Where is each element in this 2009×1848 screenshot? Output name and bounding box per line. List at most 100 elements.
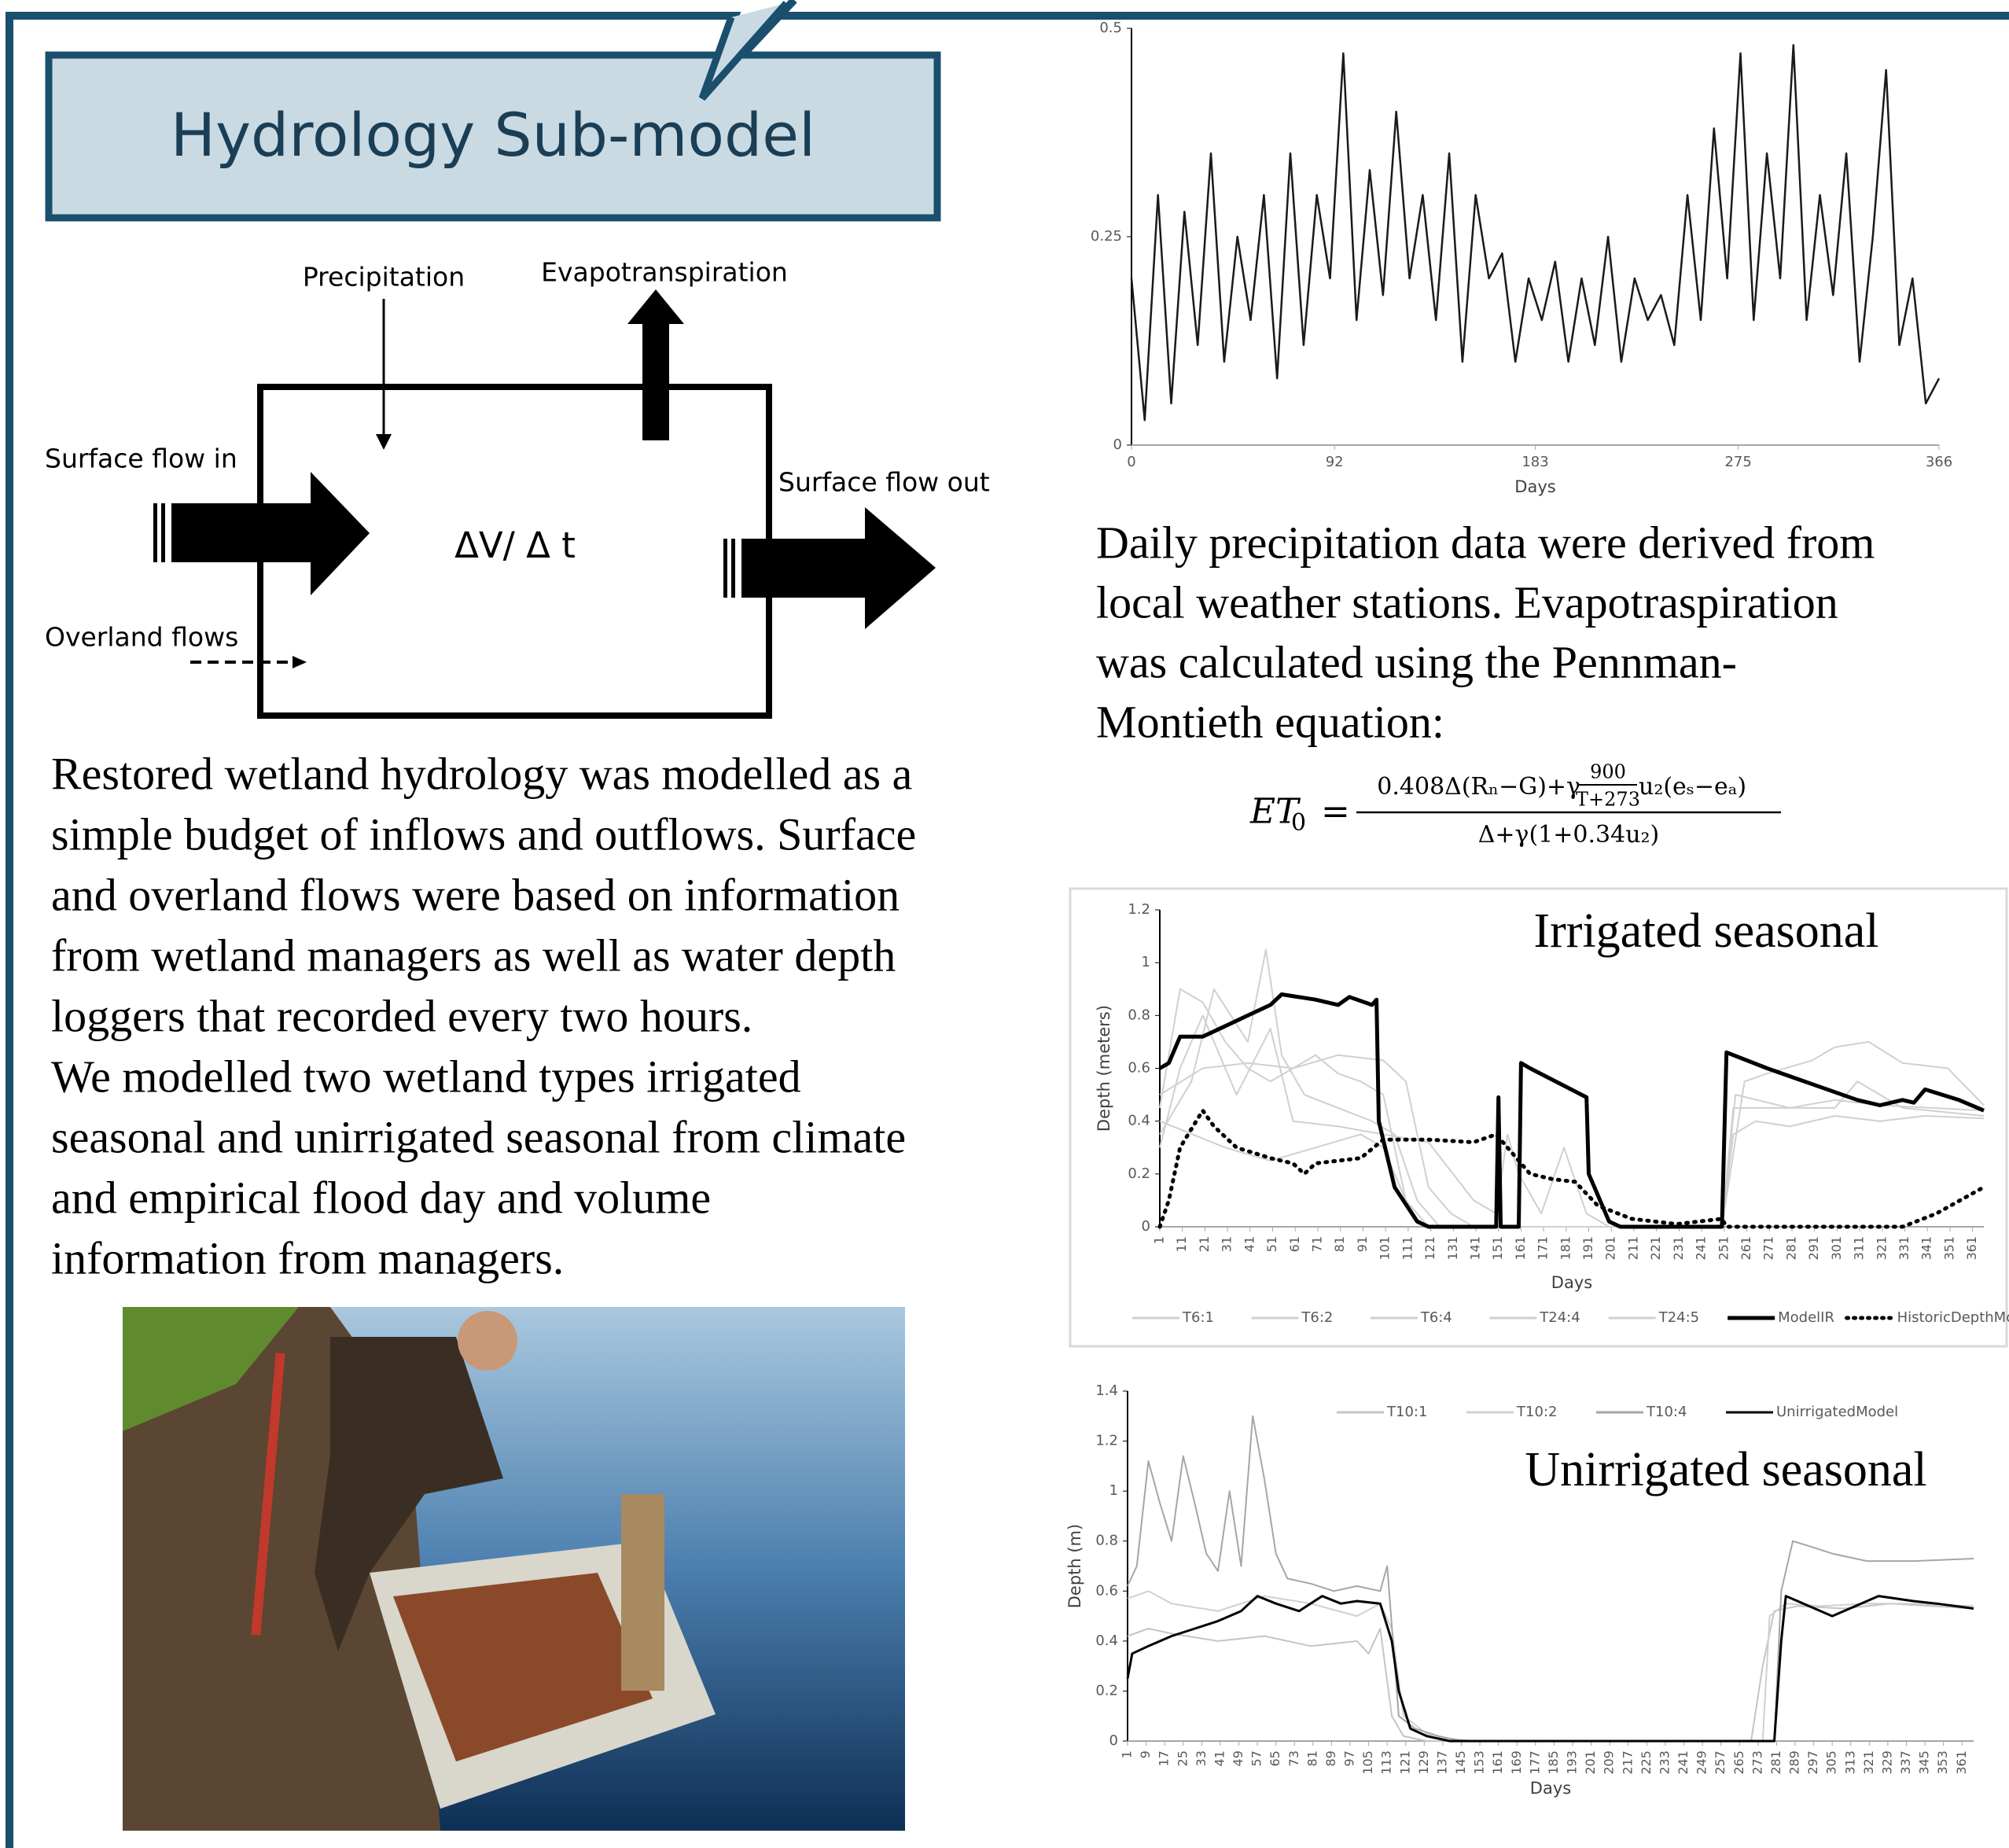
x-tick-label: 341 [1919, 1236, 1934, 1261]
y-tick-label: 1 [1142, 954, 1150, 970]
legend-label: T10:1 [1386, 1404, 1427, 1420]
x-tick-label: 91 [1355, 1236, 1370, 1252]
x-tick-label: 71 [1309, 1236, 1324, 1252]
et-arrow [642, 322, 669, 440]
x-tick-label: 366 [1926, 454, 1952, 470]
x-tick-label: 289 [1787, 1750, 1802, 1775]
paragraph-line: from wetland managers as well as water d… [51, 930, 896, 981]
x-tick-label: 81 [1304, 1750, 1319, 1766]
x-tick-label: 351 [1941, 1236, 1956, 1261]
x-tick-label: 231 [1671, 1236, 1686, 1261]
x-tick-label: 73 [1286, 1750, 1301, 1766]
legend-label: T6:2 [1301, 1309, 1333, 1326]
x-tick-label: 249 [1694, 1750, 1709, 1775]
x-tick-label: 49 [1231, 1750, 1246, 1766]
label: ΔV/ Δ t [454, 525, 576, 566]
x-tick-label: 281 [1768, 1750, 1783, 1775]
eq-part: 900 [1590, 761, 1626, 783]
x-tick-label: 145 [1453, 1750, 1468, 1775]
x-tick-label: 151 [1490, 1236, 1505, 1261]
eq-part: Δ+γ(1+0.34u₂) [1478, 821, 1660, 849]
label: Precipitation [303, 262, 465, 293]
data-line [1128, 1591, 1974, 1741]
legend-label: ModelIR [1778, 1309, 1834, 1326]
paragraph-line: Montieth equation: [1096, 696, 1444, 747]
precip-arrowhead [376, 434, 392, 450]
data-line [1128, 1603, 1974, 1741]
x-tick-label: 251 [1716, 1236, 1731, 1261]
chart-title: Irrigated seasonal [1534, 904, 1879, 958]
label: Surface flow in [45, 444, 237, 474]
x-tick-label: 331 [1897, 1236, 1911, 1261]
y-tick-label: 0.25 [1091, 228, 1122, 245]
eq-part: u₂(eₛ−eₐ) [1639, 773, 1746, 801]
x-tick-label: 241 [1694, 1236, 1709, 1261]
paragraph-line: We modelled two wetland types irrigated [51, 1051, 801, 1102]
x-tick-label: 233 [1657, 1750, 1672, 1775]
legend-label: T6:1 [1182, 1309, 1214, 1326]
label: Evapotranspiration [541, 257, 788, 288]
x-tick-label: 17 [1157, 1750, 1172, 1766]
y-tick-label: 0.4 [1095, 1633, 1118, 1649]
x-tick-label: 305 [1824, 1750, 1839, 1775]
data-line [1128, 1596, 1974, 1741]
x-tick-label: 193 [1565, 1750, 1580, 1775]
x-tick-label: 41 [1212, 1750, 1227, 1766]
inflow-arrow [171, 472, 370, 595]
y-axis-label: Depth (meters) [1095, 1005, 1113, 1132]
budget-diagram: Precipitation Evapotranspiration Surface… [45, 257, 990, 716]
x-tick-label: 353 [1935, 1750, 1950, 1775]
x-tick-label: 31 [1220, 1236, 1234, 1252]
x-tick-label: 275 [1724, 454, 1751, 470]
y-tick-label: 0 [1109, 1732, 1118, 1749]
stripe [731, 539, 735, 598]
x-tick-label: 1 [1152, 1236, 1167, 1244]
paragraph-line: loggers that recorded every two hours. [51, 990, 752, 1041]
x-tick-label: 137 [1434, 1750, 1449, 1775]
x-tick-label: 301 [1829, 1236, 1844, 1261]
data-line [1160, 1042, 1984, 1227]
x-tick-label: 297 [1805, 1750, 1820, 1775]
y-tick-label: 0.8 [1095, 1533, 1118, 1549]
head [458, 1311, 517, 1371]
x-tick-label: 21 [1197, 1236, 1212, 1252]
title: Hydrology Sub-model [171, 100, 815, 170]
x-tick-label: 105 [1360, 1750, 1375, 1775]
x-axis-label: Days [1514, 477, 1555, 496]
x-tick-label: 221 [1648, 1236, 1663, 1261]
x-tick-label: 1 [1120, 1750, 1135, 1758]
x-tick-label: 121 [1397, 1750, 1412, 1775]
data-line [1131, 45, 1939, 420]
x-tick-label: 61 [1287, 1236, 1302, 1252]
paragraph-line: simple budget of inflows and outflows. S… [51, 808, 916, 860]
board [621, 1494, 664, 1691]
x-tick-label: 265 [1731, 1750, 1746, 1775]
x-tick-label: 51 [1264, 1236, 1279, 1252]
x-tick-label: 185 [1546, 1750, 1561, 1775]
y-tick-label: 0.8 [1128, 1007, 1150, 1023]
x-tick-label: 101 [1378, 1236, 1393, 1261]
paragraph-line: local weather stations. Evapotraspiratio… [1096, 576, 1838, 628]
x-tick-label: 177 [1527, 1750, 1542, 1775]
x-tick-label: 57 [1249, 1750, 1264, 1766]
y-tick-label: 0.2 [1128, 1165, 1150, 1182]
paragraph-line: was calculated using the Pennman- [1096, 636, 1737, 687]
x-tick-label: 311 [1852, 1236, 1867, 1261]
x-tick-label: 361 [1954, 1750, 1969, 1775]
legend-label: T10:2 [1516, 1404, 1557, 1420]
x-tick-label: 169 [1509, 1750, 1524, 1775]
x-tick-label: 209 [1602, 1750, 1617, 1775]
stripe [161, 503, 165, 562]
legend-label: T6:4 [1420, 1309, 1452, 1326]
equation: ET 0 = 0.408Δ(Rₙ−G)+γ 900 T+273 u₂(eₛ−eₐ… [1249, 761, 1781, 849]
x-tick-label: 201 [1583, 1750, 1598, 1775]
x-tick-label: 337 [1898, 1750, 1913, 1775]
y-tick-label: 0.6 [1095, 1582, 1118, 1599]
x-tick-label: 141 [1467, 1236, 1482, 1261]
legend-label: T10:4 [1646, 1404, 1687, 1420]
eq-lhs-sub: 0 [1291, 809, 1306, 837]
x-tick-label: 9 [1138, 1750, 1153, 1758]
x-tick-label: 153 [1472, 1750, 1487, 1775]
x-tick-label: 241 [1676, 1750, 1691, 1775]
x-tick-label: 281 [1783, 1236, 1798, 1261]
